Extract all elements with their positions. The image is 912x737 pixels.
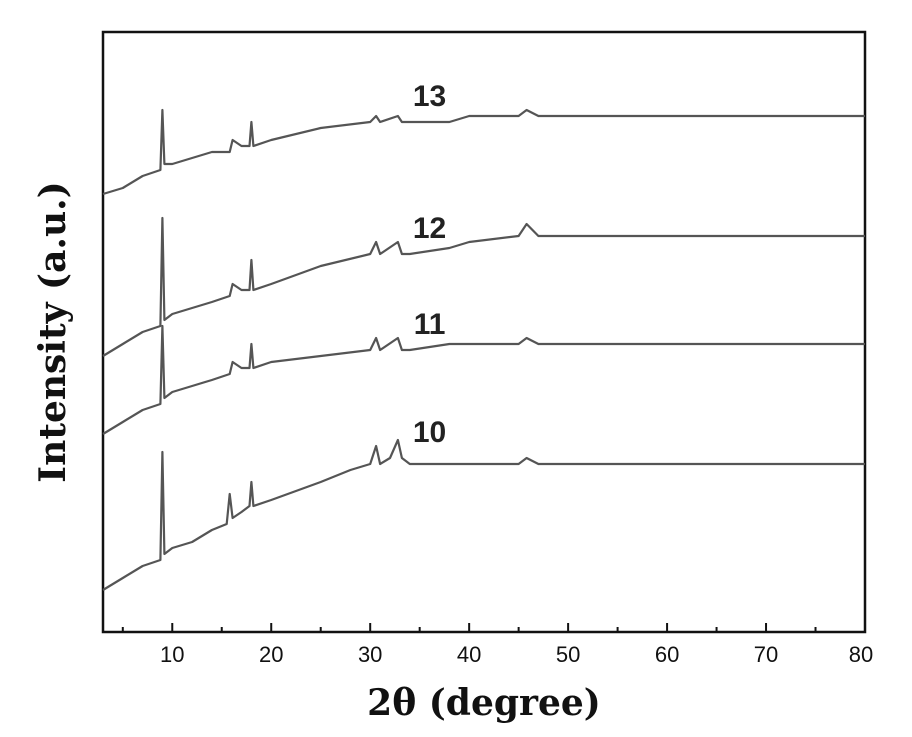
x-tick-label: 40 — [457, 642, 481, 667]
series-line-13 — [102, 108, 865, 196]
series-line-11 — [102, 324, 865, 435]
series-label-11: 11 — [414, 308, 446, 341]
x-axis-ticks: 10 20 30 40 50 60 70 80 — [121, 623, 873, 667]
x-axis-label: 2θ (degree) — [367, 682, 601, 724]
x-tick-label: 70 — [754, 642, 778, 667]
series-line-12 — [102, 216, 865, 357]
x-tick-label: 10 — [160, 642, 184, 667]
series-label-12: 12 — [413, 212, 446, 245]
series-line-10 — [102, 438, 865, 591]
x-tick-label: 30 — [358, 642, 382, 667]
series-label-10: 10 — [413, 416, 446, 449]
x-tick-label: 80 — [849, 642, 873, 667]
y-axis-label: Intensity (a.u.) — [32, 181, 74, 482]
x-tick-label: 20 — [259, 642, 283, 667]
x-tick-label: 50 — [556, 642, 580, 667]
plot-frame — [101, 30, 867, 634]
x-tick-label: 60 — [655, 642, 679, 667]
series-group: 10 11 12 13 — [102, 80, 865, 591]
series-label-13: 13 — [413, 80, 446, 113]
